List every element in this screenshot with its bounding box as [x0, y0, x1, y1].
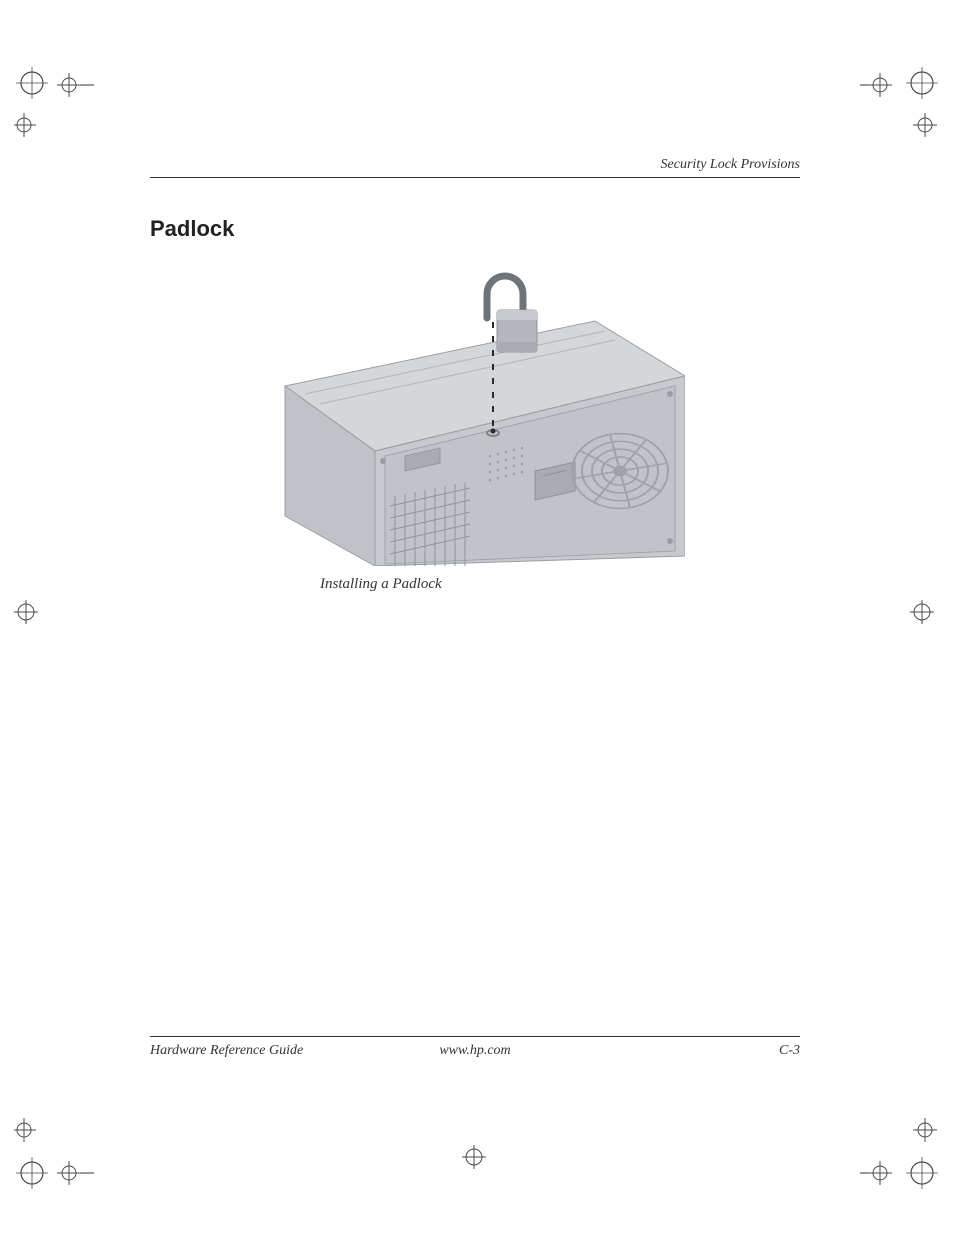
padlock-icon [487, 276, 537, 352]
regmark-mid-right [910, 600, 940, 630]
page-header: Security Lock Provisions [150, 155, 800, 178]
footer-center: www.hp.com [439, 1043, 510, 1059]
section-title: Padlock [150, 216, 800, 242]
page-footer: Hardware Reference Guide www.hp.com C-3 [150, 1036, 800, 1059]
page-body: Security Lock Provisions Padlock [150, 155, 800, 1055]
figure-caption: Installing a Padlock [320, 576, 800, 593]
running-title: Security Lock Provisions [661, 157, 800, 172]
regmark-top-right [860, 65, 940, 145]
figure-padlock-install [265, 266, 685, 566]
footer-left: Hardware Reference Guide [150, 1043, 303, 1059]
regmark-bottom-right [860, 1115, 940, 1195]
footer-right: C-3 [779, 1043, 800, 1059]
regmark-bottom-left [14, 1115, 94, 1195]
regmark-bottom-center [462, 1145, 492, 1175]
regmark-mid-left [14, 600, 44, 630]
regmark-top-left [14, 65, 94, 145]
